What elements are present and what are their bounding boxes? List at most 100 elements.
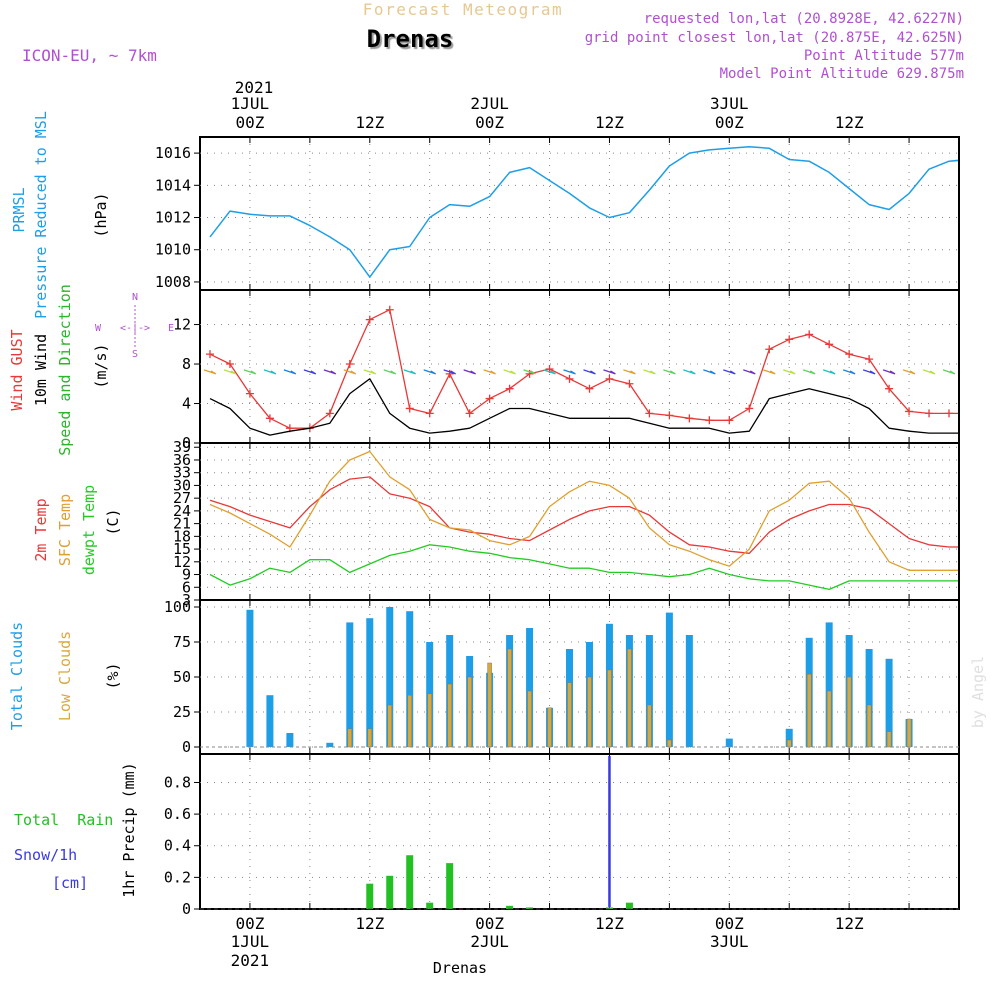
- total-clouds-label: Total Clouds: [8, 622, 26, 730]
- total-cloud-bar: [665, 612, 673, 747]
- clouds-panel: 0 25 50 75 100: [164, 598, 960, 756]
- wind-frame: [199, 289, 960, 444]
- low-cloud-bar: [826, 690, 832, 748]
- clouds-unit: (%): [104, 662, 122, 689]
- gust-point: [685, 414, 694, 423]
- rain-bar: [605, 907, 613, 909]
- chart-subtitle: Forecast Meteogram: [363, 0, 563, 19]
- wind-ytick-label: 0: [182, 434, 191, 452]
- wind-ytick-label: 4: [182, 395, 191, 413]
- wind-direction-arrow: [263, 369, 277, 375]
- wind-direction-arrow: [862, 369, 876, 375]
- wind-direction-arrow: [603, 369, 616, 375]
- wind-direction-arrow: [483, 369, 496, 375]
- clouds-ytick-label: 25: [173, 703, 191, 721]
- total-cloud-bar: [785, 728, 793, 747]
- total-cloud-bar: [865, 649, 873, 747]
- wind-direction-arrow: [882, 369, 896, 375]
- gust-point: [945, 409, 954, 418]
- total-cloud-bar: [885, 658, 893, 747]
- wind-unit: (m/s): [92, 343, 110, 388]
- temp-2m-label: 2m Temp: [32, 498, 50, 561]
- wind-direction-arrow: [523, 369, 536, 375]
- temperature-ytick-label: 36: [173, 451, 191, 469]
- total-cloud-bar: [685, 635, 693, 747]
- compass-n: N: [132, 292, 138, 303]
- gust-point: [325, 409, 334, 418]
- wind-series: [203, 305, 973, 436]
- wind-direction-arrow: [203, 369, 217, 375]
- low-cloud-bar: [487, 662, 492, 748]
- low-cloud-bar: [667, 739, 672, 748]
- gust-point: [445, 369, 454, 378]
- compass-s: S: [132, 349, 138, 360]
- grid-point-coords: grid point closest lon,lat (20.875E, 42.…: [585, 30, 964, 46]
- top-time-label: 00Z: [475, 113, 504, 132]
- gust-point: [825, 340, 834, 349]
- wind-direction-arrow: [902, 369, 916, 375]
- wind-direction-arrow: [543, 369, 556, 375]
- wind-direction-arrow: [323, 369, 337, 375]
- rain-bar: [526, 907, 534, 909]
- wind-direction-arrow: [763, 369, 776, 375]
- watermark: by Angel: [969, 656, 987, 728]
- pressure-panel: 1008 1010 1012 1014 1016: [155, 136, 960, 291]
- clouds-frame: [199, 599, 960, 755]
- low-cloud-bar: [587, 676, 592, 748]
- gust-point: [225, 360, 234, 369]
- gust-point: [965, 409, 973, 417]
- year-label-top: 2021: [235, 78, 274, 97]
- gust-line: [209, 309, 958, 429]
- gust-point: [845, 350, 854, 359]
- low-cloud-bar: [846, 676, 852, 748]
- low-clouds-label: Low Clouds: [56, 631, 74, 721]
- gust-point: [205, 350, 214, 359]
- total-cloud-bar: [366, 618, 374, 747]
- precip-ytick-label: 0: [182, 900, 191, 918]
- gust-point: [245, 389, 254, 398]
- gust-point: [565, 374, 574, 383]
- wind-direction-arrow: [383, 369, 397, 375]
- gust-point: [425, 409, 434, 418]
- model-altitude: Model Point Altitude 629.875m: [720, 66, 964, 82]
- pressure-label-1: PRMSL: [10, 187, 28, 232]
- temperature-ytick-label: 3: [182, 591, 191, 609]
- gust-point: [265, 414, 274, 423]
- bottom-date-label: 3JUL: [710, 932, 749, 951]
- wind-direction-arrow: [463, 369, 476, 375]
- top-date-label: 3JUL: [710, 94, 749, 113]
- wind-label: 10m Wind: [32, 334, 50, 406]
- total-cloud-bar: [346, 622, 354, 747]
- wind-direction-arrow: [283, 369, 297, 375]
- total-cloud-bar: [645, 635, 653, 747]
- temp-unit: (C): [104, 508, 122, 535]
- wind-panel: 0 4 8 12: [173, 289, 973, 452]
- requested-coords: requested lon,lat (20.8928E, 42.6227N): [644, 11, 964, 27]
- wind-ytick-label: 8: [182, 355, 191, 373]
- snow-label: Snow/1h: [14, 846, 77, 864]
- temperature-ytick-label: 33: [173, 464, 191, 482]
- wind-direction-arrow: [223, 369, 237, 375]
- precip-ytick-label: 0.6: [164, 805, 191, 823]
- clouds-ytick-label: 75: [173, 633, 191, 651]
- precip-frame: [199, 753, 960, 910]
- temperature-ytick-label: 6: [182, 578, 191, 596]
- station-title: Drenas: [367, 25, 454, 53]
- rain-bar: [406, 855, 414, 909]
- low-cloud-bar: [527, 690, 532, 748]
- compass-w: W: [95, 323, 102, 334]
- gust-point: [785, 335, 794, 344]
- gust-point: [405, 404, 414, 413]
- low-cloud-bar: [467, 676, 472, 748]
- rain-bar: [426, 902, 434, 909]
- clouds-ytick-label: 100: [164, 598, 191, 616]
- low-cloud-bar: [886, 731, 892, 748]
- top-time-label: 00Z: [715, 113, 744, 132]
- wind-direction-arrow: [563, 369, 576, 375]
- wind-direction-arrow: [443, 369, 457, 375]
- wind-direction-arrow: [663, 369, 676, 375]
- total-cloud-bar: [526, 628, 534, 747]
- gust-point: [865, 355, 874, 364]
